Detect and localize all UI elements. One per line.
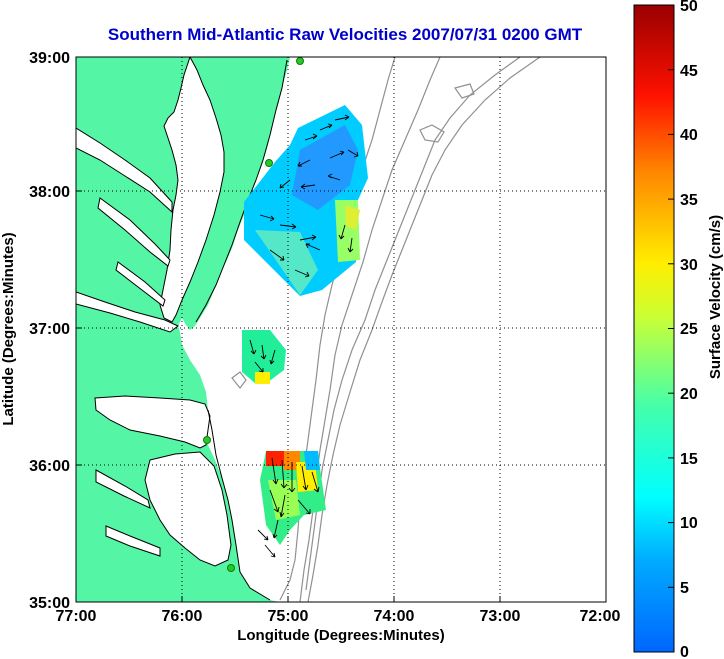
colorbar-tick-label: 30	[680, 257, 698, 274]
y-tick-label: 37:00	[29, 321, 70, 338]
colorbar-tick-labels: 50 45 40 35 30 25 20 15 10 5 0	[680, 0, 698, 659]
rappahannock-river	[97, 197, 171, 267]
colorbar-ticks	[668, 4, 674, 588]
colorbar-tick-label: 50	[680, 0, 698, 15]
outer-banks	[207, 409, 271, 601]
map-title: Southern Mid-Atlantic Raw Velocities 200…	[108, 25, 583, 44]
colorbar-tick-label: 5	[680, 580, 689, 597]
chesapeake-bay	[159, 57, 225, 323]
station-marker	[227, 564, 235, 572]
tick-marks	[76, 190, 501, 602]
pamlico-sound	[144, 451, 232, 567]
colorbar-gradient	[633, 4, 675, 653]
plot-frame	[75, 56, 607, 603]
colorbar-tick-label: 0	[680, 644, 689, 659]
pamlico-river	[95, 469, 151, 509]
station-marker	[296, 57, 304, 65]
colorbar-tick-label: 35	[680, 192, 698, 209]
x-tick-label: 74:00	[374, 608, 415, 625]
velocity-field	[242, 105, 368, 545]
station-marker	[265, 159, 273, 167]
colorbar-label: Surface Velocity (cm/s)	[707, 215, 724, 379]
x-tick-label: 76:00	[162, 608, 203, 625]
y-tick-labels: 39:00 38:00 37:00 36:00 35:00	[29, 50, 70, 612]
x-tick-label: 72:00	[580, 608, 621, 625]
x-axis-label: Longitude (Degrees:Minutes)	[237, 627, 445, 644]
neuse-river	[105, 525, 161, 557]
albemarle-sound	[94, 395, 211, 449]
x-tick-labels: 77:00 76:00 75:00 74:00 73:00 72:00	[56, 608, 621, 625]
velocity-arrows	[249, 114, 359, 558]
colorbar-tick-label: 15	[680, 451, 698, 468]
colorbar-tick-label: 10	[680, 515, 698, 532]
colorbar-tick-label: 45	[680, 63, 698, 80]
x-tick-label: 73:00	[480, 608, 521, 625]
y-tick-label: 36:00	[29, 458, 70, 475]
colorbar-tick-label: 20	[680, 386, 698, 403]
grid-lines	[76, 57, 606, 602]
station-marker	[203, 436, 211, 444]
colorbar-tick-label: 25	[680, 321, 698, 338]
potomac-river	[76, 127, 173, 214]
y-tick-label: 39:00	[29, 50, 70, 67]
x-tick-label: 77:00	[56, 608, 97, 625]
land-mass	[76, 57, 290, 602]
map-plot	[75, 56, 607, 603]
colorbar: 50 45 40 35 30 25 20 15 10 5 0 Surface V…	[633, 0, 724, 659]
x-tick-label: 75:00	[268, 608, 309, 625]
hf-radar-stations	[203, 57, 304, 572]
y-tick-label: 35:00	[29, 595, 70, 612]
york-river	[115, 261, 166, 307]
james-river	[76, 291, 179, 333]
colorbar-tick-label: 40	[680, 127, 698, 144]
y-axis-label: Latitude (Degrees:Minutes)	[0, 232, 17, 425]
y-tick-label: 38:00	[29, 184, 70, 201]
